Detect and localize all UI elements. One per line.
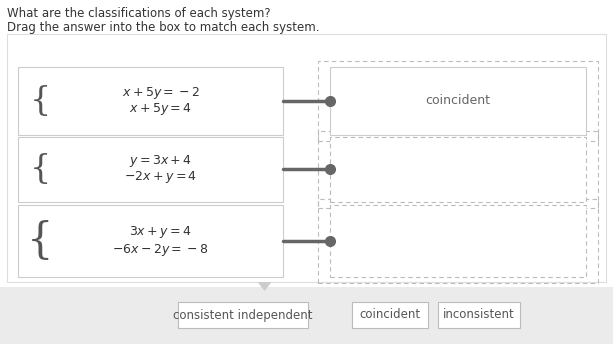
Text: $-6x - 2y = -8$: $-6x - 2y = -8$: [112, 242, 208, 258]
FancyBboxPatch shape: [18, 205, 283, 277]
Text: {: {: [29, 85, 51, 117]
FancyBboxPatch shape: [0, 287, 613, 344]
FancyBboxPatch shape: [330, 205, 586, 277]
Text: $x + 5y = -2$: $x + 5y = -2$: [121, 85, 199, 101]
FancyBboxPatch shape: [352, 302, 428, 328]
Text: $x + 5y = 4$: $x + 5y = 4$: [129, 101, 192, 117]
Polygon shape: [257, 282, 272, 291]
FancyBboxPatch shape: [18, 137, 283, 202]
FancyBboxPatch shape: [178, 302, 308, 328]
Text: $3x + y = 4$: $3x + y = 4$: [129, 224, 192, 240]
FancyBboxPatch shape: [330, 67, 586, 135]
Text: $-2x + y = 4$: $-2x + y = 4$: [124, 169, 197, 185]
Text: coincident: coincident: [359, 309, 421, 322]
Text: {: {: [27, 220, 53, 262]
Text: What are the classifications of each system?: What are the classifications of each sys…: [7, 7, 270, 20]
Text: coincident: coincident: [425, 95, 490, 107]
FancyBboxPatch shape: [330, 137, 586, 202]
FancyBboxPatch shape: [18, 67, 283, 135]
Text: consistent independent: consistent independent: [173, 309, 313, 322]
FancyBboxPatch shape: [7, 34, 606, 282]
Text: {: {: [29, 153, 51, 185]
Text: inconsistent: inconsistent: [443, 309, 515, 322]
Text: Drag the answer into the box to match each system.: Drag the answer into the box to match ea…: [7, 21, 319, 34]
FancyBboxPatch shape: [438, 302, 520, 328]
Text: $y = 3x + 4$: $y = 3x + 4$: [129, 153, 192, 169]
